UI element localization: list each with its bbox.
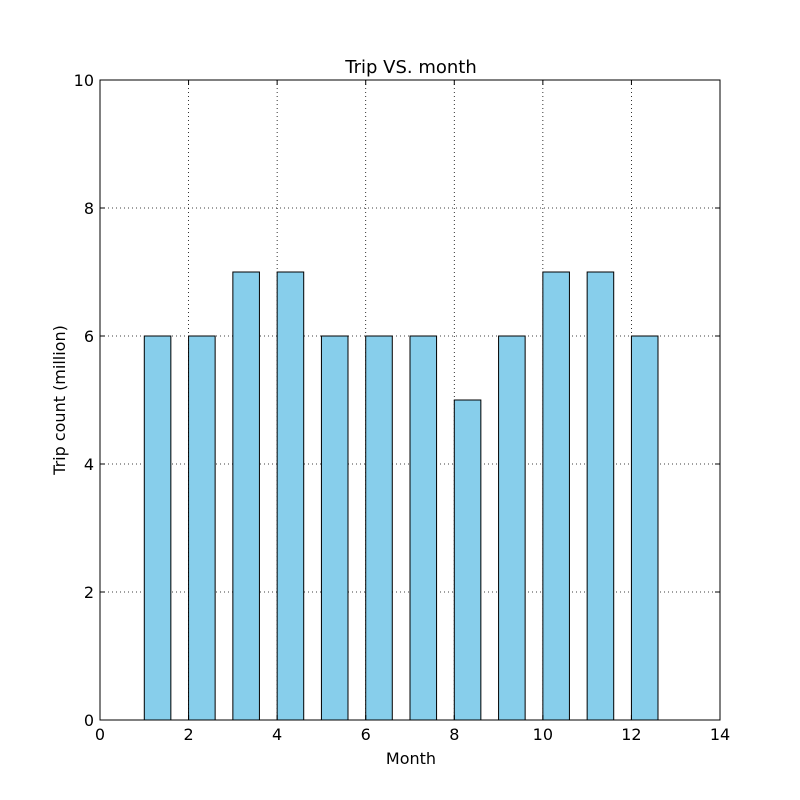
chart-title: Trip VS. month	[344, 57, 477, 78]
y-tick-label: 4	[84, 455, 94, 474]
x-tick-labels: 0 2 4 6 8 10 12 14	[95, 725, 730, 744]
y-tick-label: 2	[84, 583, 94, 602]
x-tick-label: 6	[361, 725, 371, 744]
x-tick-label: 12	[621, 725, 641, 744]
y-tick-label: 10	[74, 71, 94, 90]
bar-month-6	[365, 335, 393, 721]
y-axis-label: Trip count (million)	[50, 325, 69, 476]
y-tick-label: 0	[84, 711, 94, 730]
bars	[143, 271, 659, 721]
y-tick-label: 6	[84, 327, 94, 346]
bar-month-9	[498, 335, 526, 721]
bar-month-5	[320, 335, 349, 721]
bar-month-11	[586, 271, 615, 721]
bar-month-10	[542, 271, 570, 721]
x-tick-label: 4	[272, 725, 282, 744]
plot-frame	[99, 79, 721, 721]
y-tick-labels: 0 2 4 6 8 10	[74, 71, 94, 730]
x-axis-label: Month	[386, 749, 436, 768]
x-tick-label: 2	[183, 725, 193, 744]
axis-ticks	[99, 79, 721, 721]
bar-month-3	[232, 271, 260, 721]
bar-month-2	[188, 335, 216, 721]
bar-month-4	[276, 271, 305, 721]
bar-month-8	[453, 399, 482, 721]
bar-month-7	[409, 335, 438, 721]
x-tick-label: 8	[449, 725, 459, 744]
x-tick-label: 0	[95, 725, 105, 744]
y-tick-label: 8	[84, 199, 94, 218]
bar-month-1	[143, 335, 172, 721]
x-tick-label: 10	[533, 725, 553, 744]
x-tick-label: 14	[710, 725, 730, 744]
bar-month-12	[630, 335, 659, 721]
